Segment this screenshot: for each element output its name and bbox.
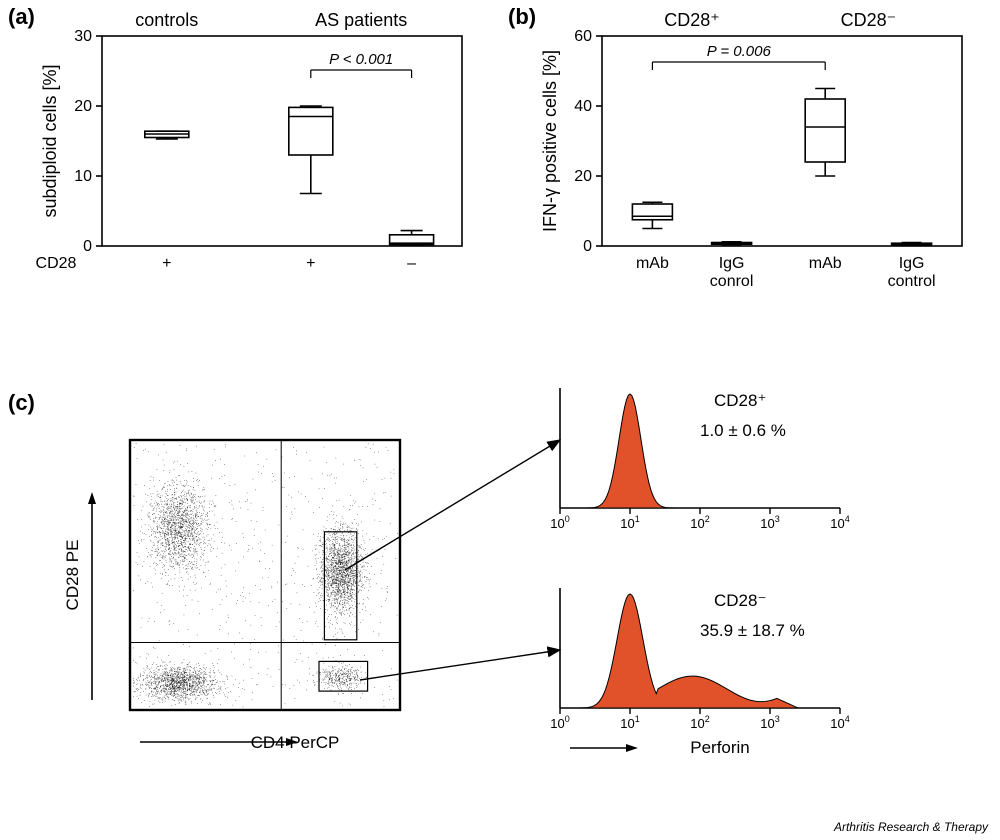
svg-text:0: 0 [583, 238, 592, 255]
svg-text:conrol: conrol [710, 273, 754, 290]
svg-text:mAb: mAb [809, 255, 842, 272]
svg-text:–: – [407, 255, 416, 272]
svg-text:mAb: mAb [636, 255, 669, 272]
svg-text:30: 30 [74, 28, 92, 45]
svg-text:10: 10 [74, 168, 92, 185]
svg-text:CD28: CD28 [36, 255, 77, 272]
journal-credit: Arthritis Research & Therapy [834, 820, 988, 834]
svg-text:AS patients: AS patients [315, 10, 407, 30]
panel-c-dotplot: CD28 PECD4 PerCP [60, 430, 440, 800]
svg-text:P = 0.006: P = 0.006 [707, 43, 772, 60]
svg-text:40: 40 [574, 98, 592, 115]
svg-text:60: 60 [574, 28, 592, 45]
svg-text:20: 20 [574, 168, 592, 185]
svg-text:+: + [306, 255, 315, 272]
svg-text:IgG: IgG [899, 255, 925, 272]
svg-text:P < 0.001: P < 0.001 [329, 51, 393, 68]
panel-b-boxplot: 0204060IFN-γ positive cells [%]mAbIgGcon… [520, 0, 990, 330]
panel-c-histogram-lower: 100101102103104CD28⁻35.9 ± 18.7 %Perfori… [530, 570, 910, 790]
svg-text:IgG: IgG [719, 255, 745, 272]
svg-text:IFN-γ positive cells [%]: IFN-γ positive cells [%] [540, 50, 560, 232]
svg-text:+: + [162, 255, 171, 272]
svg-text:0: 0 [83, 238, 92, 255]
svg-text:control: control [888, 273, 936, 290]
svg-text:CD28⁺: CD28⁺ [664, 10, 720, 30]
figure-container: (a) 0102030subdiploid cells [%]++–contro… [0, 0, 1000, 840]
panel-c-histogram-upper: 100101102103104CD28⁺1.0 ± 0.6 % [530, 370, 910, 560]
svg-text:CD28⁻: CD28⁻ [841, 10, 897, 30]
svg-text:subdiploid cells [%]: subdiploid cells [%] [40, 64, 60, 217]
panel-a-boxplot: 0 10 20 30 subdiploid cells [%] + + – controls AS… [20, 0, 490, 330]
panel-c-label: (c) [8, 390, 35, 416]
svg-text:controls: controls [135, 10, 198, 30]
svg-text:20: 20 [74, 98, 92, 115]
